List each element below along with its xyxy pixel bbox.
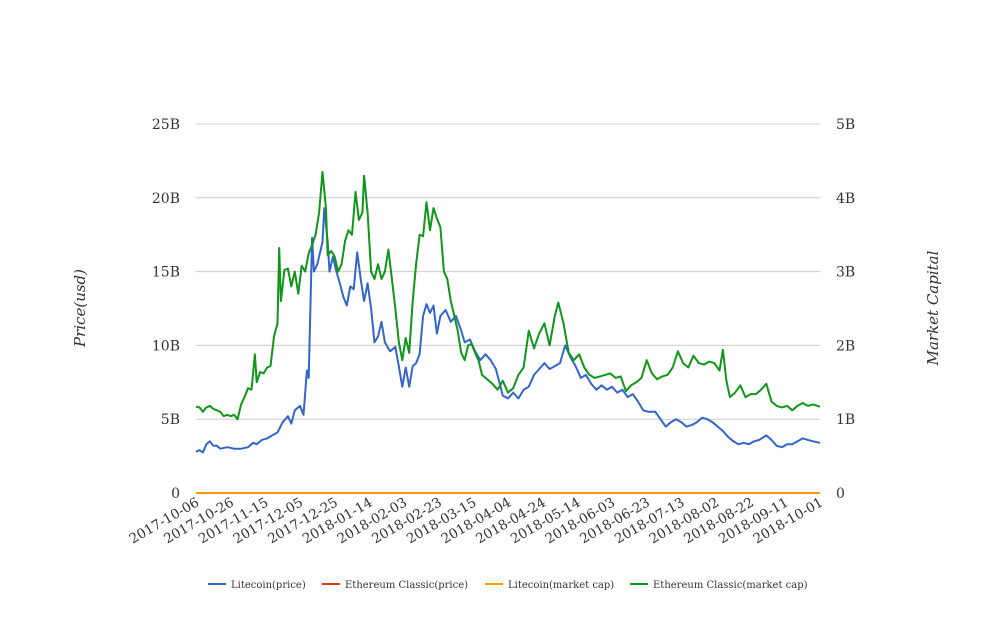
y2-tick-label: 1B (836, 412, 855, 428)
series-lines (195, 171, 821, 494)
y2-tick-label: 4B (836, 191, 855, 207)
y2-tick-label: 3B (836, 265, 855, 281)
legend-label: Litecoin(market cap) (508, 580, 614, 591)
y-tick-label: 15B (152, 265, 180, 281)
x-axis-ticks: 2017-10-062017-10-262017-11-152017-12-05… (127, 495, 826, 548)
y-tick-label: 5B (161, 412, 180, 428)
y2-tick-label: 2B (836, 338, 855, 354)
legend-item: Ethereum Classic(price) (322, 580, 468, 591)
legend-label: Ethereum Classic(market cap) (653, 580, 808, 591)
legend-item: Litecoin(price) (208, 580, 306, 591)
y2-tick-label: 5B (836, 117, 855, 133)
legend-item: Litecoin(market cap) (485, 580, 614, 591)
legend-label: Ethereum Classic(price) (345, 580, 468, 591)
legend-item: Ethereum Classic(market cap) (630, 580, 808, 591)
y-tick-label: 0 (171, 486, 180, 502)
y-tick-label: 20B (152, 191, 180, 207)
y2-axis-title: Market Capital (924, 250, 942, 366)
legend-label: Litecoin(price) (231, 580, 306, 591)
gridlines (196, 123, 820, 494)
y-tick-label: 25B (152, 117, 180, 133)
left-axis-ticks: 0 5B 10B 15B 20B 25B (152, 117, 180, 502)
legend: Litecoin(price) Ethereum Classic(price) Li… (208, 580, 808, 591)
y2-tick-label: 0 (836, 486, 845, 502)
series-line-ethereum-classic-market-cap (195, 171, 821, 421)
series-line-litecoin-price (195, 207, 821, 454)
y-axis-title: Price(usd) (71, 269, 89, 348)
right-axis-ticks: 0 1B 2B 3B 4B 5B (836, 117, 855, 502)
y-tick-label: 10B (152, 338, 180, 354)
